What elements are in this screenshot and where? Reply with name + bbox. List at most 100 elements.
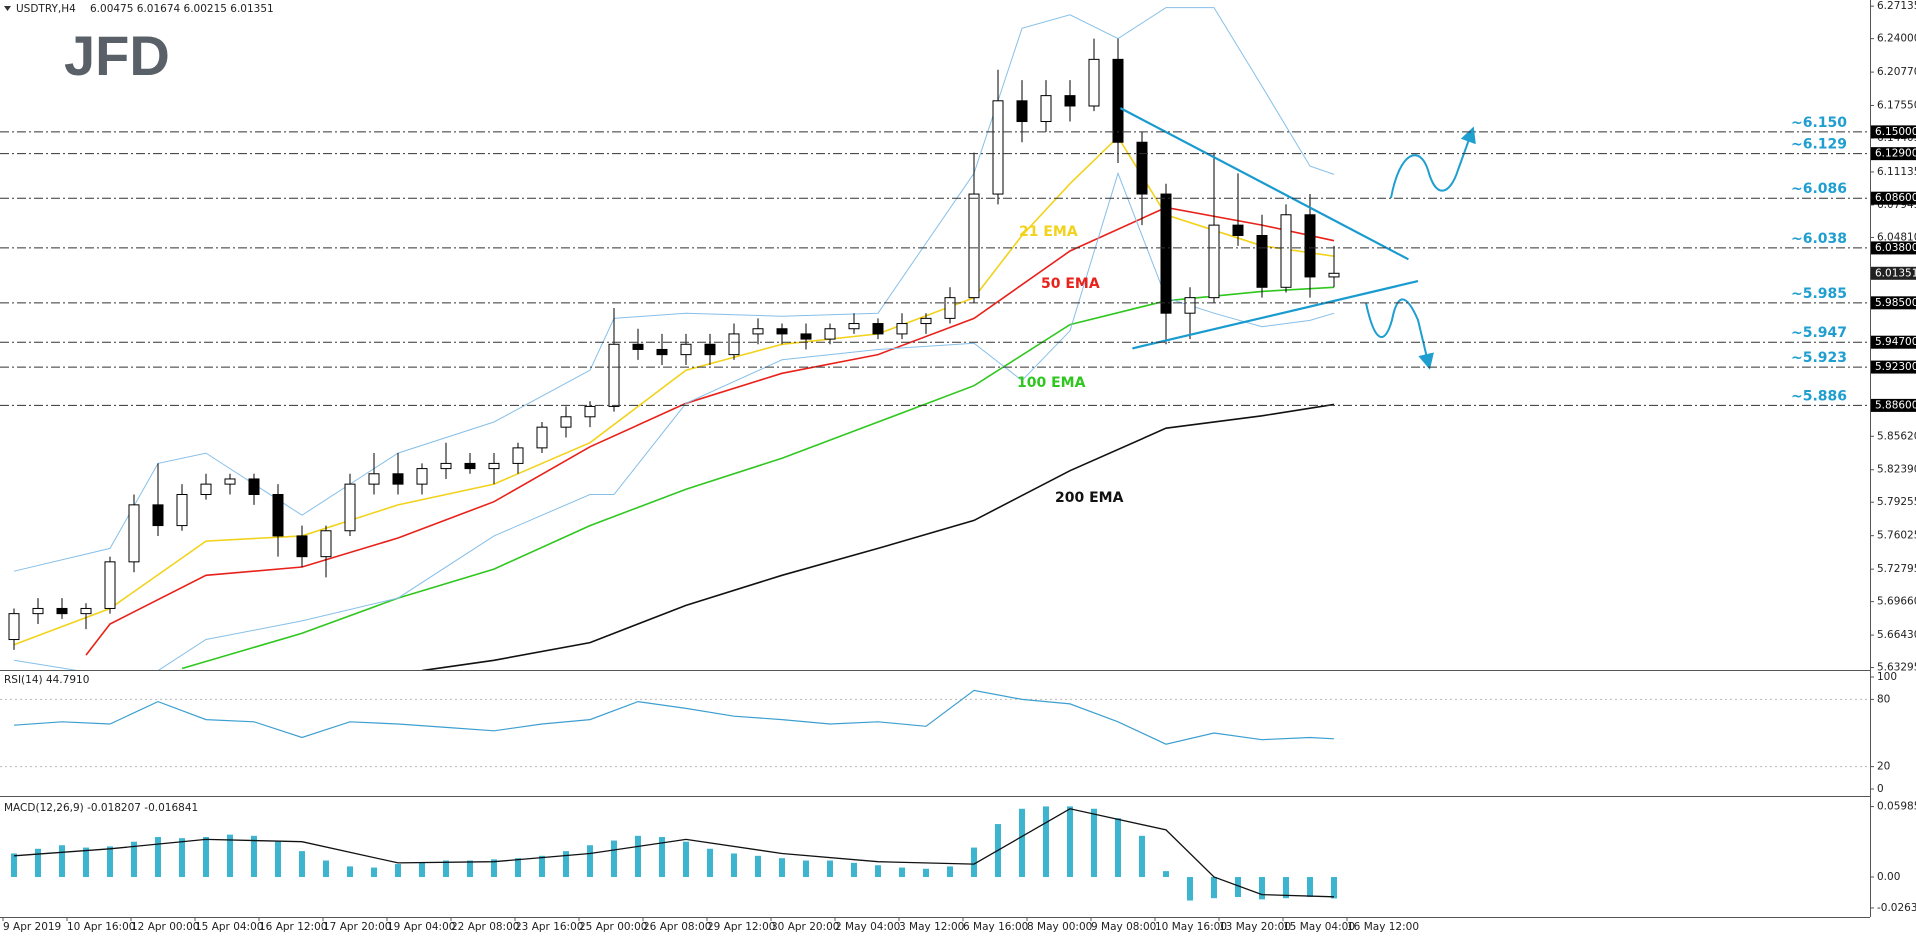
y-tick-label: 100 (1877, 671, 1897, 683)
macd-bar (1043, 806, 1049, 877)
macd-bar (1019, 808, 1025, 877)
y-tick-label: 0.00 (1877, 871, 1900, 883)
macd-bar (1163, 871, 1169, 877)
signal-line (13, 808, 1335, 898)
macd-bar (11, 853, 17, 877)
candle-body (776, 328, 788, 335)
candle-body (1184, 297, 1196, 314)
x-tick-label: 2 May 04:00 (835, 921, 900, 933)
candle-body (1016, 100, 1028, 123)
macd-bar (155, 837, 161, 877)
level-axis-label: 6.15000 (1875, 126, 1916, 138)
candle-body (824, 328, 836, 340)
x-tick-label: 6 May 16:00 (963, 921, 1028, 933)
candle-body (128, 504, 140, 563)
candle-body (560, 416, 572, 428)
macd-bar (611, 840, 617, 877)
macd-bar (251, 835, 257, 877)
x-tick-label: 3 May 12:00 (899, 921, 964, 933)
macd-bar (1115, 818, 1121, 877)
x-tick-label: 10 Apr 16:00 (67, 921, 135, 933)
x-tick-label: 8 May 00:00 (1027, 921, 1092, 933)
macd-bar (899, 867, 905, 877)
level-label: ~5.923 (1791, 350, 1847, 366)
ohlc: 6.00475 6.01674 6.00215 6.01351 (90, 3, 274, 15)
candle-body (992, 100, 1004, 195)
candle-body (800, 333, 812, 340)
candle-body (344, 483, 356, 532)
x-tick-label: 12 Apr 00:00 (131, 921, 199, 933)
macd-bar (563, 851, 569, 877)
y-tick-label: 6.24000 (1877, 33, 1916, 45)
y-tick-label: 80 (1877, 693, 1890, 705)
macd-bar (131, 841, 137, 877)
candle-body (1328, 272, 1340, 278)
x-tick-label: 16 May 12:00 (1347, 921, 1419, 933)
candle-body (848, 323, 860, 330)
macd-bar (683, 841, 689, 877)
y-tick-label: 6.04810 (1877, 231, 1916, 243)
macd-bar (635, 835, 641, 877)
candle-body (1112, 58, 1124, 143)
candle-body (1064, 95, 1076, 107)
candle-body (1040, 95, 1052, 123)
candle-body (272, 493, 284, 537)
level-label: ~6.150 (1791, 115, 1847, 131)
y-tick-label: 5.66430 (1877, 629, 1916, 641)
x-tick-label: 17 Apr 20:00 (323, 921, 391, 933)
level-axis-label: 5.88600 (1875, 399, 1916, 411)
level-label: ~6.129 (1791, 137, 1847, 153)
candle-body (176, 493, 188, 527)
macd-bar (851, 862, 857, 877)
macd-bar (1187, 877, 1193, 901)
level-label: ~5.985 (1791, 286, 1847, 302)
symbol: USDTRY,H4 (16, 3, 76, 15)
x-tick-label: 16 Apr 12:00 (259, 921, 327, 933)
macd-bar (275, 841, 281, 877)
trendline (1132, 280, 1419, 350)
candle-body (1160, 193, 1172, 314)
macd-bar (323, 860, 329, 877)
macd-bar (803, 860, 809, 877)
macd-bar (971, 847, 977, 877)
ema-label: 200 EMA (1055, 490, 1124, 506)
macd-bar (1211, 877, 1217, 899)
candle-body (488, 462, 500, 470)
level-axis-box (1871, 360, 1916, 374)
y-tick-label: 5.63295 (1877, 662, 1916, 674)
bollinger-band (13, 7, 1335, 572)
level-axis-box (1871, 147, 1916, 161)
level-label: ~6.086 (1791, 181, 1847, 197)
macd-bar (539, 855, 545, 877)
candle-body (728, 333, 740, 356)
x-tick-label: 15 May 04:00 (1283, 921, 1355, 933)
y-tick-label: 0 (1877, 783, 1884, 795)
ema-line (13, 135, 1335, 646)
up-scenario-arrow (1390, 126, 1476, 199)
dropdown-icon[interactable] (4, 6, 11, 11)
macd-bar (1235, 877, 1241, 897)
level-axis-box (1871, 191, 1916, 205)
x-tick-label: 10 May 16:00 (1155, 921, 1227, 933)
macd-bar (395, 864, 401, 877)
y-tick-label: 20 (1877, 761, 1890, 773)
candle-body (224, 478, 236, 485)
y-tick-label: 5.69660 (1877, 596, 1916, 608)
candle-body (440, 462, 452, 470)
ema-label: 21 EMA (1019, 224, 1078, 240)
macd-bar (35, 848, 41, 877)
macd-bar (59, 845, 65, 877)
level-axis-box (1871, 398, 1916, 412)
candle-body (32, 607, 44, 615)
down-scenario-arrow (1365, 298, 1434, 370)
y-tick-label: 5.85620 (1877, 430, 1916, 442)
candle-body (464, 462, 476, 470)
macd-bar (659, 837, 665, 877)
panel (11, 806, 1337, 901)
x-tick-label: 25 Apr 00:00 (579, 921, 647, 933)
candle-body (920, 317, 932, 325)
candle-body (416, 468, 428, 485)
